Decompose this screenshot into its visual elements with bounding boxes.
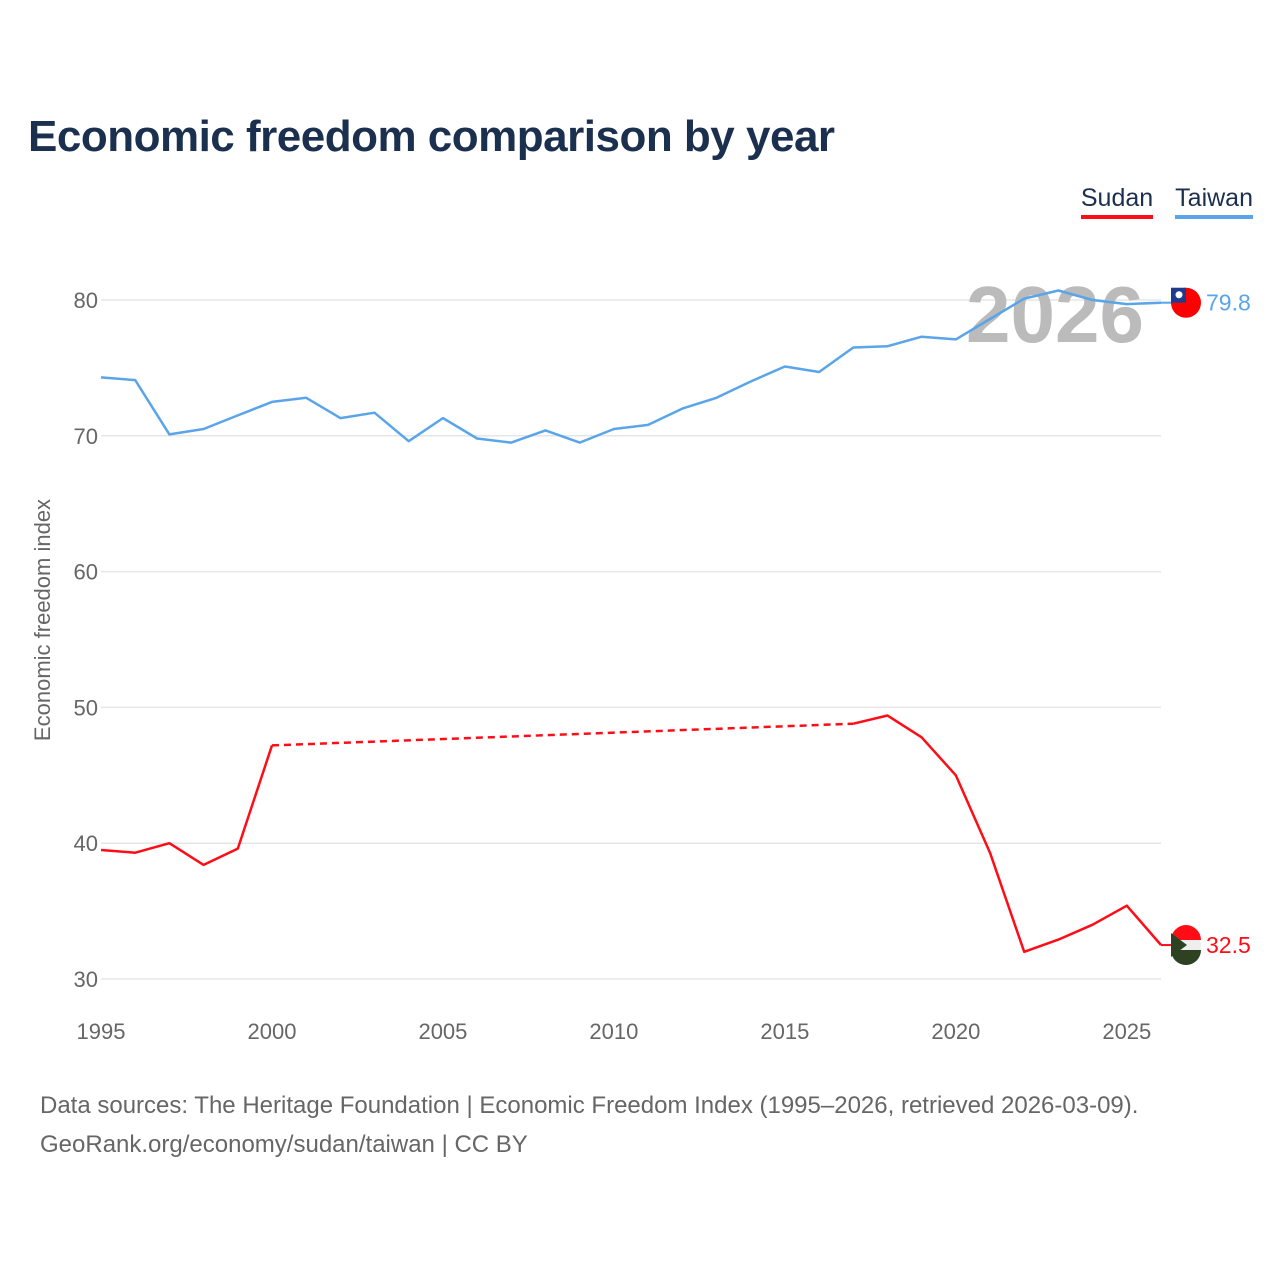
source-line-1: Data sources: The Heritage Foundation | … (40, 1092, 1139, 1119)
data-source: Data sources: The Heritage Foundation | … (40, 1086, 1138, 1164)
x-tick-label: 2005 (418, 1019, 467, 1044)
x-tick-label: 1995 (77, 1019, 126, 1044)
x-tick-label: 2020 (931, 1019, 980, 1044)
taiwan-flag-sun (1175, 291, 1183, 299)
legend-taiwan[interactable]: Taiwan (1175, 184, 1253, 219)
source-line-2[interactable]: GeoRank.org/economy/sudan/taiwan | CC BY (40, 1131, 528, 1158)
end-value-label-sudan: 32.5 (1206, 932, 1251, 958)
y-axis-label: Economic freedom index (30, 499, 55, 741)
x-tick-label: 2025 (1102, 1019, 1151, 1044)
series-line-taiwan (100, 289, 1162, 444)
series-line-sudan (100, 714, 1162, 954)
series-gap-sudan (271, 722, 854, 747)
y-tick-label: 60 (74, 560, 98, 585)
year-watermark: 2026 (966, 270, 1144, 359)
y-tick-label: 30 (74, 967, 98, 992)
legend: Sudan Taiwan (1080, 184, 1253, 219)
legend-sudan[interactable]: Sudan (1080, 184, 1154, 219)
x-tick-label: 2000 (247, 1019, 296, 1044)
y-tick-label: 40 (74, 831, 98, 856)
x-tick-label: 2010 (589, 1019, 638, 1044)
y-tick-label: 80 (74, 288, 98, 313)
sudan-flag-triangle (1171, 933, 1187, 958)
end-value-label-taiwan: 79.8 (1206, 290, 1251, 316)
chart-title: Economic freedom comparison by year (28, 112, 835, 161)
y-tick-label: 70 (74, 424, 98, 449)
sudan-flag-black (1171, 950, 1201, 966)
y-tick-label: 50 (74, 695, 98, 720)
x-tick-label: 2015 (760, 1019, 809, 1044)
sudan-flag-red (1171, 925, 1201, 941)
